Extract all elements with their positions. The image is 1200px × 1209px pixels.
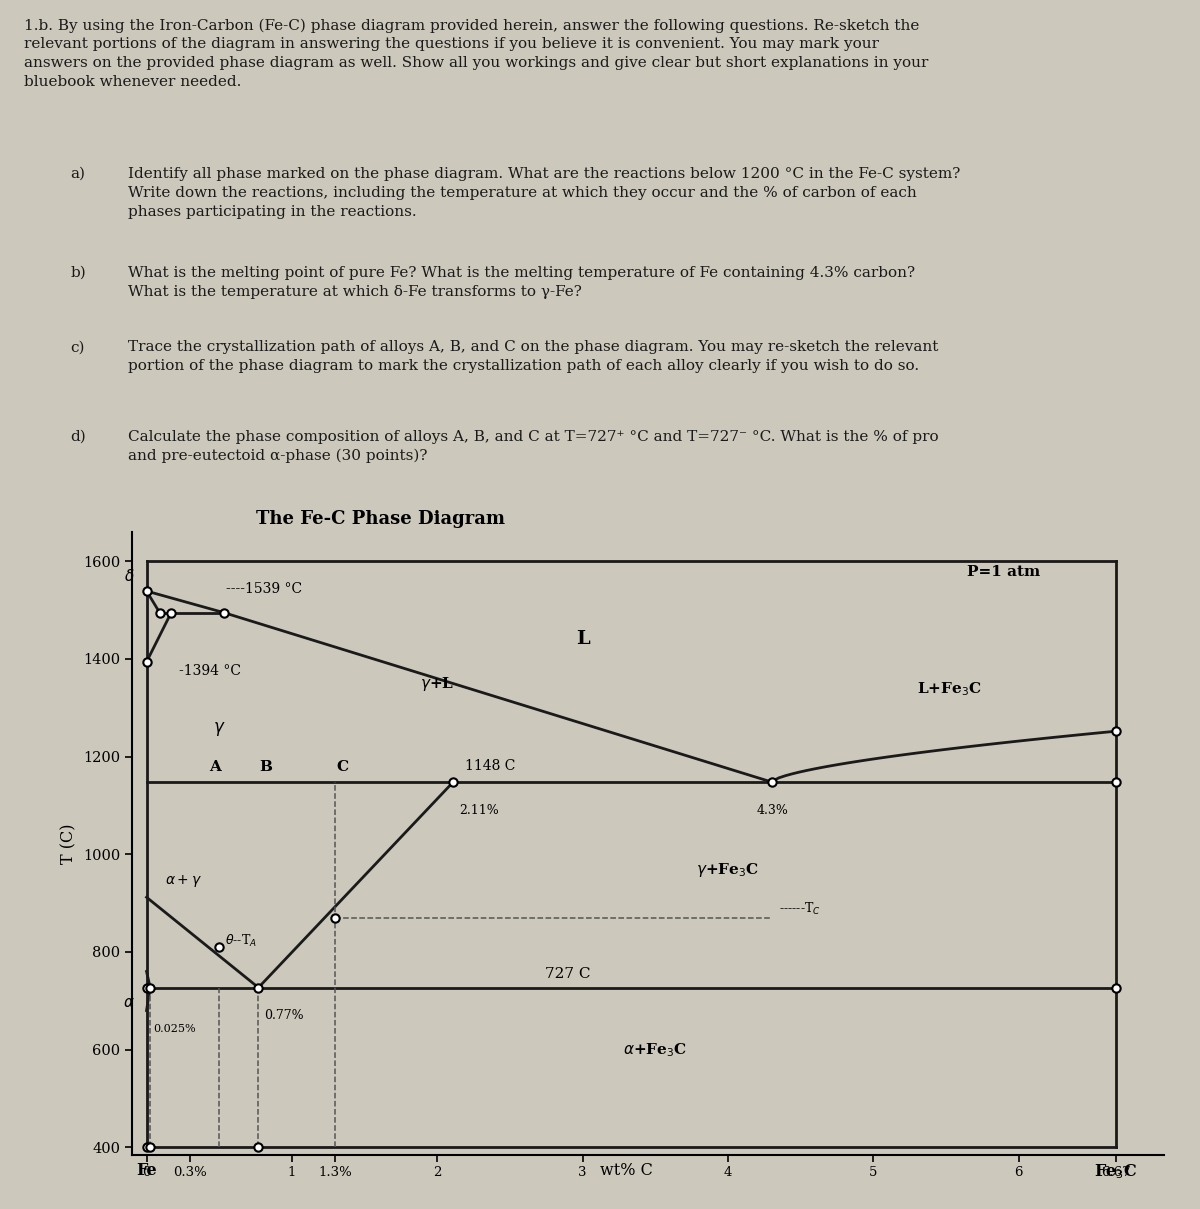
- Text: b): b): [70, 266, 86, 280]
- Text: $\gamma$: $\gamma$: [212, 721, 226, 739]
- Text: ----1539 °C: ----1539 °C: [227, 582, 302, 596]
- Text: L: L: [576, 630, 589, 648]
- Text: L+Fe$_3$C: L+Fe$_3$C: [917, 681, 982, 698]
- Text: $\alpha+\gamma$: $\alpha+\gamma$: [166, 873, 203, 889]
- Text: -1394 °C: -1394 °C: [179, 664, 240, 678]
- Text: Fe: Fe: [137, 1162, 157, 1179]
- Text: $\gamma$+Fe$_3$C: $\gamma$+Fe$_3$C: [696, 861, 760, 879]
- Text: P=1 atm: P=1 atm: [967, 565, 1040, 579]
- Text: d): d): [70, 429, 86, 444]
- Text: c): c): [70, 341, 84, 354]
- Text: ------T$_C$: ------T$_C$: [779, 901, 821, 916]
- Text: $\alpha$: $\alpha$: [124, 996, 134, 1010]
- Text: 727 C: 727 C: [545, 967, 590, 980]
- Text: B: B: [259, 760, 272, 774]
- Text: a): a): [70, 167, 85, 181]
- Y-axis label: T (C): T (C): [60, 823, 77, 863]
- Text: 2.11%: 2.11%: [460, 804, 499, 817]
- Text: A: A: [209, 760, 221, 774]
- Text: $\delta$: $\delta$: [125, 568, 134, 584]
- Text: $\theta$--T$_A$: $\theta$--T$_A$: [226, 932, 257, 949]
- Text: Fe$_3$C: Fe$_3$C: [1094, 1162, 1138, 1181]
- Text: Calculate the phase composition of alloys A, B, and C at T=727⁺ °C and T=727⁻ °C: Calculate the phase composition of alloy…: [127, 429, 938, 463]
- Text: 0.025%: 0.025%: [154, 1024, 196, 1034]
- Text: 1.b. By using the Iron-Carbon (Fe-C) phase diagram provided herein, answer the f: 1.b. By using the Iron-Carbon (Fe-C) pha…: [24, 18, 929, 89]
- Text: C: C: [337, 760, 349, 774]
- Text: 0.77%: 0.77%: [264, 1010, 304, 1023]
- Text: wt% C: wt% C: [600, 1162, 653, 1179]
- Text: What is the melting point of pure Fe? What is the melting temperature of Fe cont: What is the melting point of pure Fe? Wh…: [127, 266, 914, 299]
- Text: 1148 C: 1148 C: [464, 759, 515, 773]
- Text: Identify all phase marked on the phase diagram. What are the reactions below 120: Identify all phase marked on the phase d…: [127, 167, 960, 219]
- Text: The Fe-C Phase Diagram: The Fe-C Phase Diagram: [256, 510, 505, 527]
- Text: $\alpha$+Fe$_3$C: $\alpha$+Fe$_3$C: [623, 1041, 688, 1059]
- Text: 4.3%: 4.3%: [757, 804, 788, 817]
- Text: $\gamma$+L: $\gamma$+L: [420, 676, 455, 693]
- Text: Trace the crystallization path of alloys A, B, and C on the phase diagram. You m: Trace the crystallization path of alloys…: [127, 341, 938, 374]
